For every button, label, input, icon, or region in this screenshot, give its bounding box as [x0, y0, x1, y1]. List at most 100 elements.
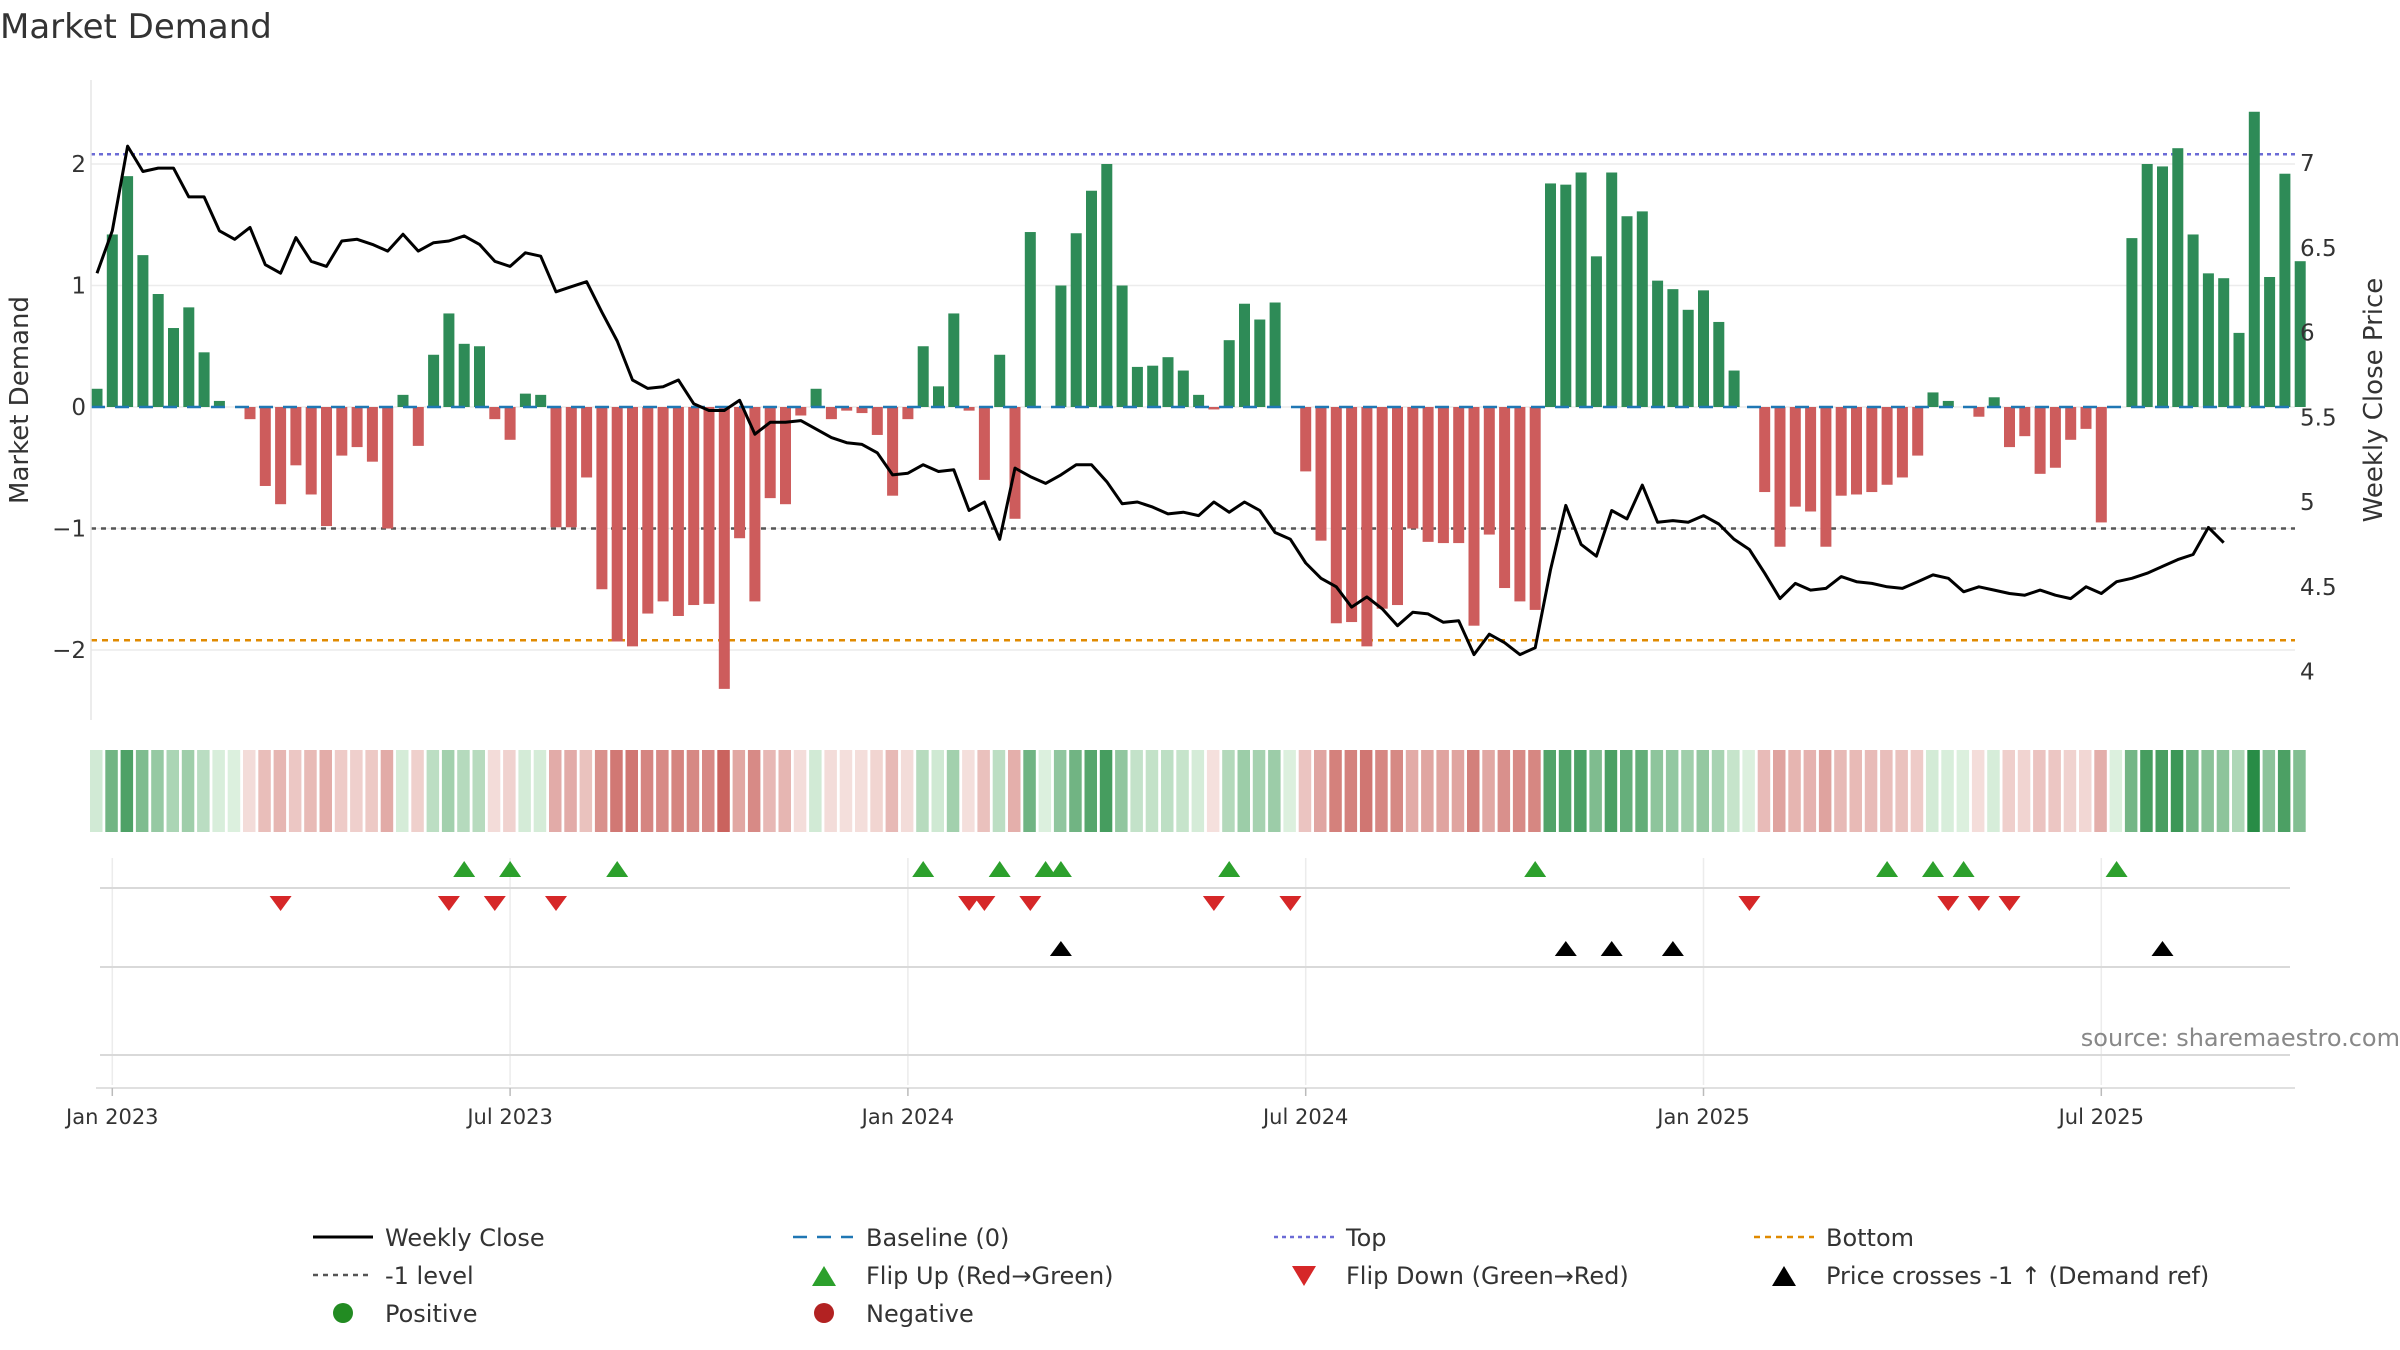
- demand-bar: [1346, 407, 1358, 623]
- heatmap-cell: [411, 750, 424, 832]
- heatmap-cell: [2109, 750, 2123, 832]
- heatmap-cell: [2277, 750, 2291, 832]
- event-markers: [100, 861, 2290, 1056]
- demand-bar: [1392, 407, 1403, 606]
- heatmap-cell: [212, 750, 225, 832]
- heatmap-cell: [2033, 750, 2046, 832]
- heatmap-cell: [2216, 750, 2230, 832]
- heatmap-cell: [120, 750, 134, 832]
- demand-bar: [1835, 407, 1847, 496]
- demand-bar: [1728, 370, 1740, 407]
- demand-bar: [1912, 407, 1924, 456]
- legend-flip-up: Flip Up (Red→Green): [866, 1262, 1114, 1290]
- heatmap-cell: [1543, 750, 1556, 832]
- demand-bar: [1315, 407, 1327, 541]
- demand-bar: [978, 407, 990, 480]
- reference-lines: [91, 153, 2295, 642]
- demand-bar: [2080, 407, 2092, 429]
- heatmap-cell: [334, 750, 348, 832]
- flip-up-marker: [1952, 861, 1975, 877]
- y-tick-label: −2: [52, 638, 86, 664]
- heatmap-cell: [1727, 750, 1740, 832]
- heatmap-cell: [1941, 750, 1954, 832]
- heatmap-cell: [1818, 750, 1832, 832]
- y-tick-label: 2: [71, 152, 86, 178]
- legend-flip-up-marker: [812, 1266, 836, 1286]
- flip-down-marker: [1279, 896, 1302, 911]
- demand-bar: [2187, 234, 2199, 407]
- heatmap-cell: [1956, 750, 1970, 832]
- demand-bar: [244, 407, 256, 420]
- demand-bar: [810, 388, 822, 407]
- y2-tick-label: 7: [2300, 151, 2315, 177]
- demand-bar: [259, 407, 271, 486]
- demand-bar: [1621, 216, 1633, 407]
- heatmap-cell: [1926, 750, 1939, 832]
- price-series: [95, 144, 2225, 657]
- heatmap-cell: [288, 750, 302, 832]
- demand-bar: [474, 346, 485, 407]
- heatmap-cell: [992, 750, 1006, 832]
- heatmap-cell: [625, 750, 638, 832]
- heatmap-cell: [1314, 750, 1327, 832]
- demand-bar: [672, 407, 684, 616]
- legend-top: Top: [1345, 1224, 1387, 1252]
- heatmap-cell: [457, 750, 470, 832]
- demand-bar: [1055, 285, 1067, 407]
- flip-up-marker: [1876, 861, 1899, 877]
- demand-bar: [2264, 276, 2276, 407]
- flip-up-marker: [2105, 861, 2128, 877]
- heatmap-cell: [1574, 750, 1587, 832]
- demand-bar: [1024, 232, 1036, 407]
- cross-up-marker: [2151, 941, 2174, 956]
- cross-up-marker: [1554, 941, 1577, 956]
- heatmap-cell: [319, 750, 332, 832]
- demand-bar: [1560, 184, 1572, 407]
- heatmap-cell: [365, 750, 378, 832]
- heatmap-cell: [962, 750, 975, 832]
- demand-bar: [213, 400, 225, 407]
- heatmap-cell: [1130, 750, 1143, 832]
- heatmap-cell: [1084, 750, 1097, 832]
- cross-up-marker: [1600, 941, 1623, 956]
- y-tick-label: −1: [52, 517, 86, 543]
- heatmap-cell: [1145, 750, 1159, 832]
- heatmap-cell: [2155, 750, 2168, 832]
- heatmap-cell: [2002, 750, 2015, 832]
- flip-up-marker: [912, 861, 935, 877]
- demand-bar: [2233, 332, 2245, 407]
- legend-negative: Negative: [866, 1300, 974, 1328]
- demand-bar: [841, 407, 853, 411]
- demand-bar: [351, 407, 363, 448]
- x-tick-label: Jul 2025: [2057, 1105, 2144, 1129]
- heatmap-cell: [1436, 750, 1449, 832]
- demand-bar: [1361, 407, 1373, 647]
- y2-tick-label: 5.5: [2300, 405, 2337, 431]
- heatmap-cell: [518, 750, 531, 832]
- heatmap-cell: [2063, 750, 2077, 832]
- heatmap-cell: [1681, 750, 1694, 832]
- demand-bar: [703, 407, 715, 604]
- heatmap-cell: [855, 750, 868, 832]
- demand-bar: [688, 407, 700, 606]
- heatmap-cell: [2079, 750, 2092, 832]
- heatmap-cell: [1895, 750, 1908, 832]
- heatmap-cell: [931, 750, 944, 832]
- legend-positive: Positive: [385, 1300, 478, 1328]
- demand-bar: [1330, 407, 1342, 624]
- flip-down-marker: [1967, 896, 1990, 911]
- demand-bar: [887, 407, 899, 496]
- demand-bar: [1988, 397, 2000, 407]
- heatmap-cell: [640, 750, 654, 832]
- demand-bar: [749, 407, 761, 602]
- flip-down-marker: [269, 896, 292, 911]
- demand-bar: [948, 313, 960, 407]
- demand-bar: [198, 352, 210, 407]
- demand-bar: [1759, 407, 1771, 493]
- legend-cross-marker: [1772, 1266, 1796, 1286]
- y2-tick-label: 5: [2300, 490, 2315, 516]
- heatmap-cell: [1099, 750, 1113, 832]
- heatmap-cell: [1252, 750, 1266, 832]
- demand-bar: [963, 407, 975, 411]
